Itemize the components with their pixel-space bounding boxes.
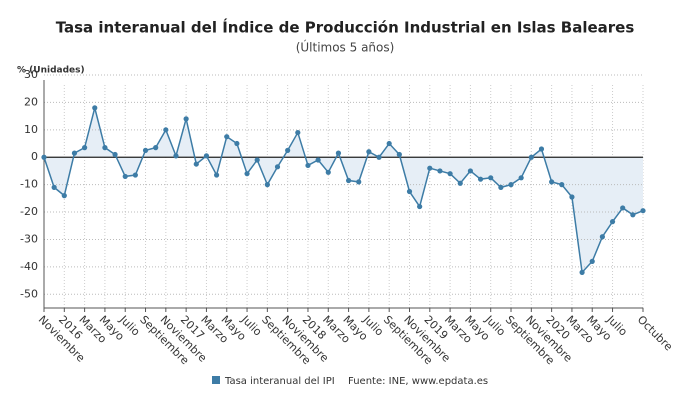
point <box>264 182 270 188</box>
point <box>386 140 392 147</box>
y-tick-label: -50 <box>20 287 38 300</box>
point <box>102 145 108 151</box>
chart-subtitle: (Últimos 5 años) <box>296 40 395 55</box>
point <box>457 180 463 186</box>
area <box>44 107 643 273</box>
y-axis-label: % (Unidades) <box>17 66 85 76</box>
point <box>569 194 575 200</box>
point <box>203 153 210 159</box>
point <box>549 179 555 185</box>
point <box>599 234 605 240</box>
point <box>447 171 453 177</box>
point <box>315 157 321 163</box>
y-tick-label: -30 <box>20 232 38 245</box>
y-tick-label: 10 <box>24 123 38 136</box>
point <box>417 203 423 210</box>
point <box>579 269 585 275</box>
point <box>92 105 98 111</box>
point <box>630 212 636 218</box>
chart-title: Tasa interanual del Índice de Producción… <box>56 18 635 37</box>
point <box>477 176 484 182</box>
y-tick-label: 20 <box>24 95 38 108</box>
point <box>640 208 646 214</box>
plot: Noviembre2016MarzoMayoJulioSeptiembreNov… <box>20 68 675 367</box>
point <box>620 205 626 211</box>
point <box>183 116 189 122</box>
point <box>325 169 331 175</box>
point <box>345 177 352 184</box>
point <box>153 145 159 151</box>
point <box>244 171 250 177</box>
point <box>396 151 402 158</box>
x-tick-label: Octubre <box>635 313 675 353</box>
y-tick-label: 0 <box>31 150 38 163</box>
point <box>376 154 382 160</box>
point <box>518 175 524 181</box>
point <box>356 179 362 185</box>
point <box>274 164 281 170</box>
y-tick-label: -10 <box>20 178 38 191</box>
point <box>234 140 240 147</box>
point <box>71 150 78 156</box>
point <box>508 182 514 188</box>
point <box>142 147 149 153</box>
point <box>41 154 47 160</box>
point <box>427 165 433 171</box>
point <box>406 188 413 195</box>
point <box>528 154 534 160</box>
y-tick-label: -40 <box>20 260 38 273</box>
point <box>224 134 230 140</box>
point <box>538 146 545 152</box>
point <box>589 258 595 264</box>
point <box>132 172 138 178</box>
legend-label: Tasa interanual del IPI <box>224 376 335 387</box>
point <box>254 157 260 163</box>
point <box>498 184 504 190</box>
point <box>295 129 301 136</box>
y-tick-label: -20 <box>20 205 38 218</box>
point <box>163 127 169 133</box>
point <box>213 172 220 178</box>
point <box>335 150 342 156</box>
legend-swatch <box>212 376 220 384</box>
point <box>122 173 128 180</box>
point <box>609 219 616 225</box>
point <box>285 147 291 153</box>
point <box>51 184 57 190</box>
y-tick-label: 30 <box>24 68 38 81</box>
point <box>467 168 474 174</box>
point <box>193 161 199 167</box>
point <box>366 149 372 155</box>
point <box>173 153 179 159</box>
point <box>488 175 494 181</box>
point <box>112 151 118 158</box>
point <box>61 193 67 199</box>
line <box>43 107 644 275</box>
point <box>437 168 443 174</box>
point <box>305 162 311 169</box>
point <box>82 145 88 151</box>
source: Fuente: INE, www.epdata.es <box>348 376 488 387</box>
point <box>559 182 565 188</box>
